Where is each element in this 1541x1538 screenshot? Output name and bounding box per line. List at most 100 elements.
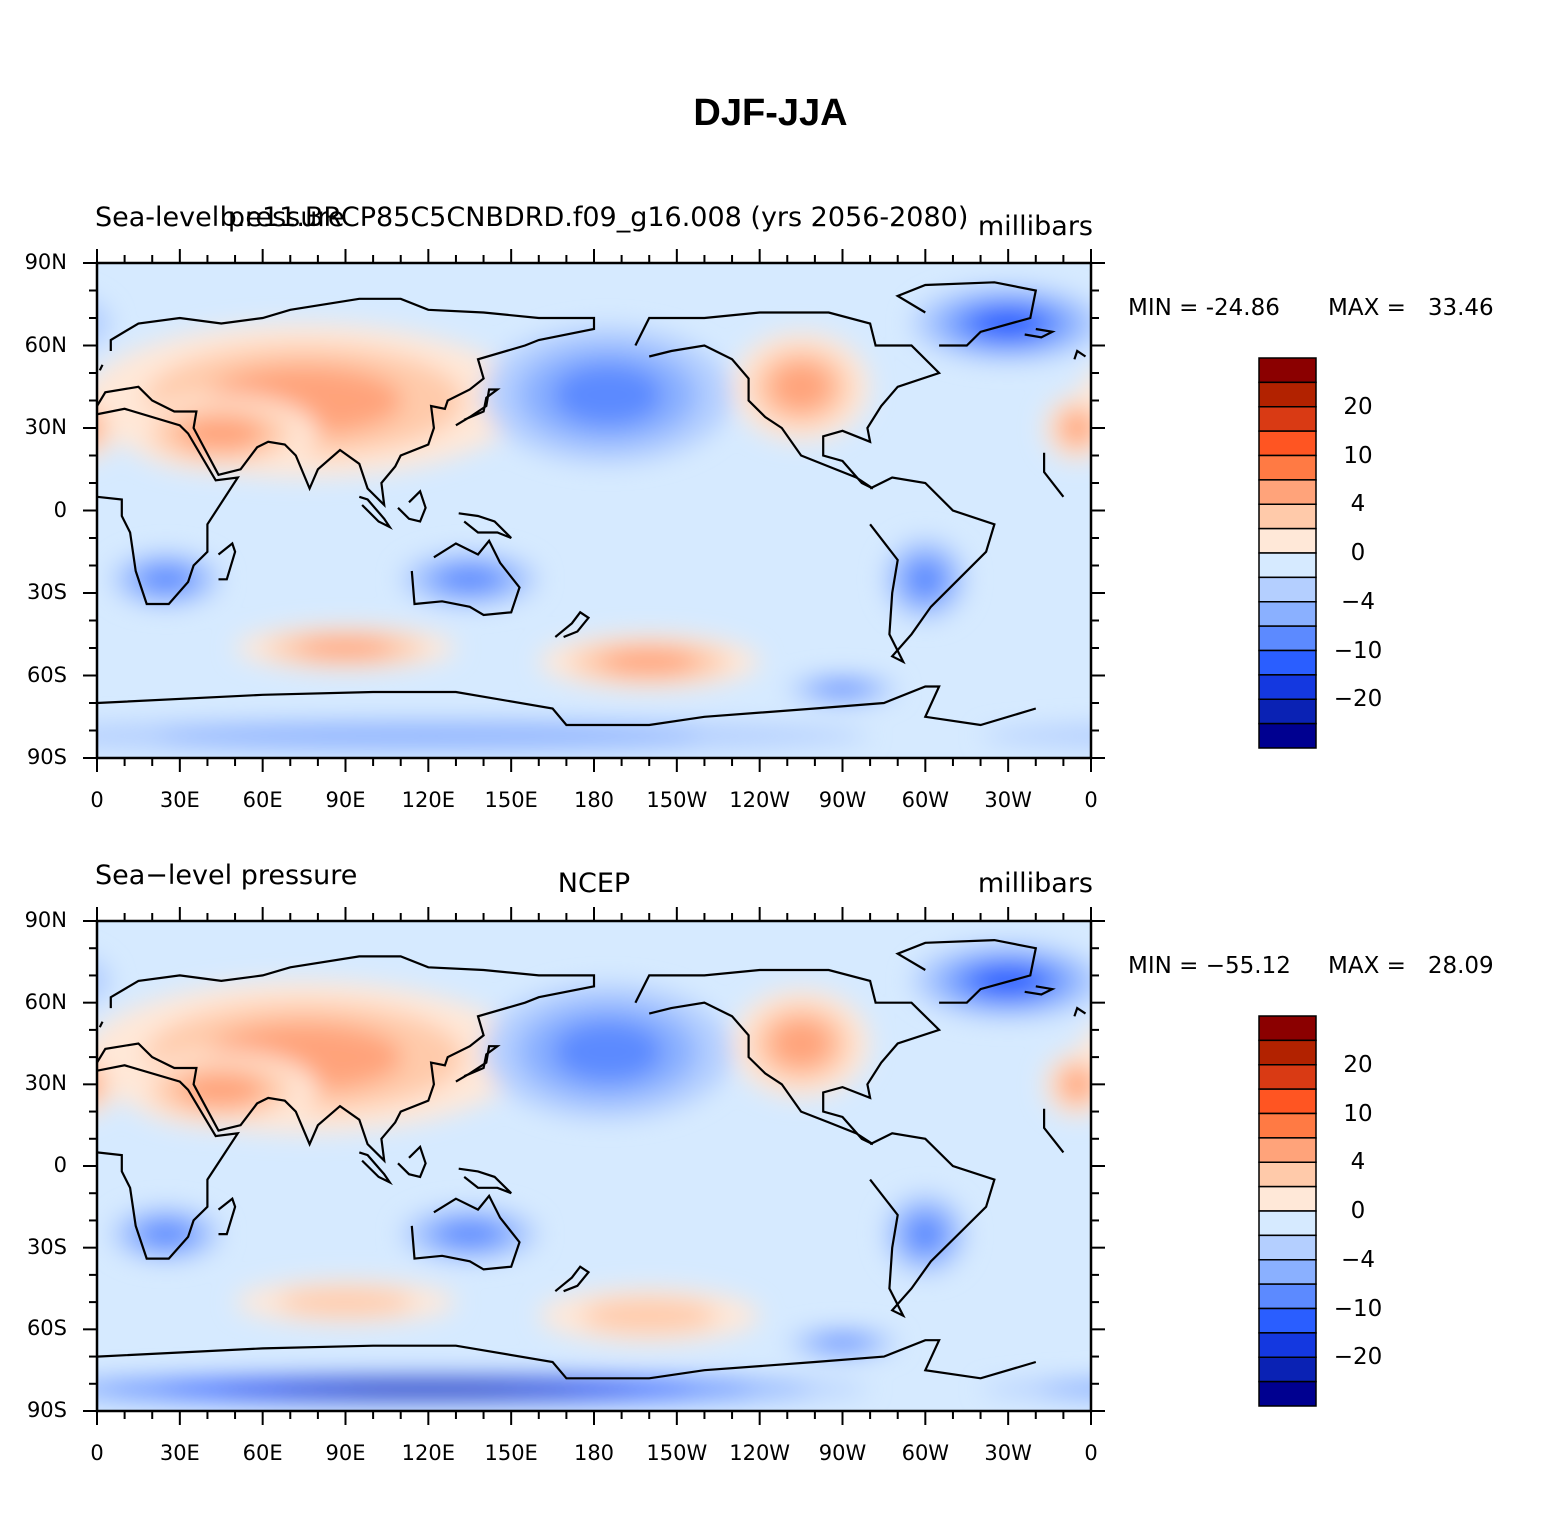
field-contour (581, 1298, 718, 1333)
colorbar-swatch (1258, 722, 1317, 749)
panel1-center-title: b.e11.BRCP85C5CNBDRD.f09_g16.008 (yrs 20… (219, 202, 969, 233)
field-contour (439, 1221, 501, 1247)
coastline-sumatra (358, 1151, 393, 1186)
lon-tick-label: 90W (818, 788, 867, 812)
lon-tick-label: 180 (573, 1441, 615, 1465)
colorbar-swatch (1258, 381, 1317, 408)
colorbar-tick-label: −4 (1341, 1246, 1375, 1273)
panel2-units: millibars (977, 868, 1093, 899)
colorbar-swatch (1258, 454, 1317, 481)
field-contour (141, 567, 191, 592)
colorbar-swatch (1258, 1356, 1317, 1383)
colorbar-swatch (1258, 1015, 1317, 1042)
coastline-japan (455, 1045, 501, 1083)
lat-tick-label: 30S (26, 1234, 67, 1259)
colorbar-swatch (1258, 601, 1317, 627)
lon-tick-label: 30E (159, 1441, 200, 1465)
panel-1-colorbar (1258, 357, 1317, 749)
panel-2-colorbar (1258, 1015, 1317, 1407)
lon-tick-label: 30W (984, 1441, 1032, 1465)
lon-tick-label: 30W (984, 788, 1032, 812)
colorbar-swatch (1258, 552, 1317, 579)
colorbar-tick-label: −20 (1333, 1344, 1383, 1371)
colorbar-swatch (1258, 430, 1317, 457)
lon-tick-label: 90E (325, 1441, 366, 1465)
colorbar-swatch (1258, 1259, 1317, 1285)
colorbar-swatch (1258, 1185, 1317, 1212)
coastline-uk (1073, 1006, 1087, 1017)
figure-title: DJF-JJA (693, 92, 848, 134)
lat-tick-label: 0 (53, 1153, 67, 1177)
colorbar-swatch (1258, 1039, 1317, 1066)
lat-tick-label: 60N (24, 332, 67, 357)
field-contour (178, 1072, 265, 1107)
lat-tick-label: 30S (26, 580, 67, 604)
lat-tick-label: 0 (53, 497, 67, 522)
field-contour (97, 408, 108, 448)
coastline-borneo (397, 489, 427, 523)
coastline-new-guinea (458, 1167, 512, 1195)
lon-tick-label: 120W (729, 788, 791, 812)
coastline-africa (1043, 1108, 1065, 1154)
coastline-greenland (895, 938, 1038, 1004)
coastline-new-zealand (554, 610, 591, 639)
colorbar-tick-label: 20 (1343, 393, 1373, 420)
panel1-min: MIN = -24.86 (1128, 295, 1280, 321)
lat-tick-label: 90S (26, 745, 67, 769)
panel2-left-title: Sea−level pressure (95, 860, 358, 891)
field-contour (141, 1221, 191, 1247)
colorbar-tick-label: 4 (1350, 491, 1366, 518)
lon-tick-label: 60E (242, 788, 283, 812)
lon-tick-label: 180 (573, 788, 615, 812)
field-contour (178, 416, 265, 451)
field-contour (980, 725, 1091, 747)
lon-tick-label: 0 (1084, 788, 1098, 812)
lon-tick-label: 120E (401, 1441, 456, 1465)
coastline-madagascar (217, 1196, 237, 1236)
colorbar-tick-label: 20 (1343, 1051, 1373, 1078)
colorbar-swatch (1258, 1088, 1317, 1115)
colorbar-swatch (1258, 1112, 1317, 1139)
coastline-eurasia (97, 955, 596, 1164)
panel1-max: MAX = 33.46 (1328, 295, 1494, 321)
field-contour (97, 961, 111, 1001)
field-contour (552, 1021, 664, 1082)
coastline-north-america (634, 968, 942, 1146)
lon-tick-label: 0 (90, 788, 104, 812)
coastline-madagascar (217, 541, 237, 581)
lon-tick-label: 60W (901, 1441, 950, 1465)
field-contour (980, 1378, 1091, 1401)
lat-tick-label: 30N (24, 1071, 67, 1096)
colorbar-swatch (1258, 698, 1317, 725)
lon-tick-label: 120W (729, 1441, 791, 1465)
lat-tick-label: 60N (24, 989, 67, 1014)
coastline-new-guinea (458, 512, 512, 540)
colorbar-swatch (1258, 1234, 1317, 1261)
coastline-eurasia (97, 297, 596, 509)
colorbar-tick-label: −4 (1341, 588, 1375, 615)
lat-tick-label: 90N (24, 250, 67, 274)
panel2-min: MIN = −55.12 (1128, 953, 1291, 979)
colorbar-tick-label: 4 (1350, 1149, 1366, 1176)
coastline-south-america (869, 1132, 996, 1319)
field-contour (1038, 1382, 1091, 1397)
coastline-uk (1073, 349, 1087, 360)
lon-tick-label: 30E (159, 788, 200, 812)
field-contour (770, 362, 832, 412)
lat-tick-label: 90S (26, 1398, 67, 1422)
colorbar-tick-label: 0 (1350, 1198, 1366, 1224)
coastline-borneo (397, 1144, 427, 1179)
coastline-new-zealand (554, 1265, 591, 1293)
colorbar-swatch (1258, 1283, 1317, 1310)
colorbar-tick-label: 10 (1343, 1100, 1373, 1127)
coastline-africa (97, 1064, 241, 1260)
lat-tick-label: 30N (24, 415, 67, 439)
panel-2-map (83, 907, 1105, 1425)
colorbar-tick-label: −10 (1333, 637, 1383, 664)
colorbar-tick-label: −10 (1333, 1295, 1383, 1322)
coastline-iceland (1024, 327, 1056, 339)
coastline-antarctica (97, 685, 1037, 727)
coastline-south-america (869, 476, 996, 665)
colorbar-swatch (1258, 1332, 1317, 1358)
colorbar-swatch (1258, 1064, 1317, 1090)
